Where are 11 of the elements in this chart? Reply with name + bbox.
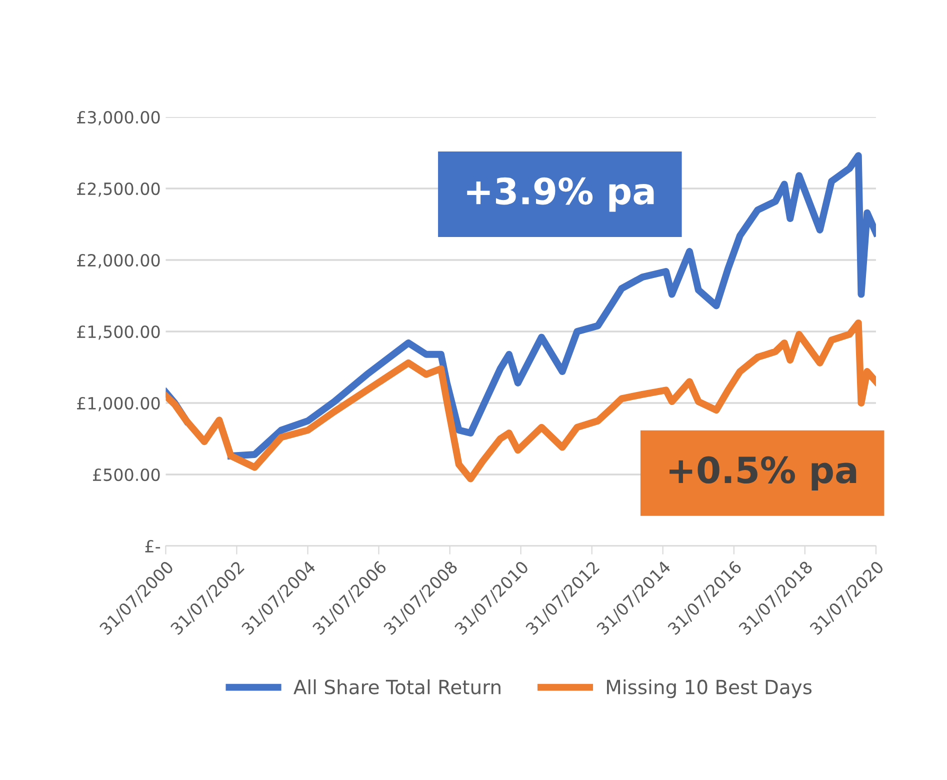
legend-label: All Share Total Return: [294, 679, 500, 694]
annotation: +3.9% pa: [467, 177, 654, 212]
y-tick-label: £1,500.00: [77, 325, 160, 340]
y-tick-label: £1,000.00: [77, 396, 160, 412]
legend-label: Missing 10 Best Days: [607, 679, 812, 698]
y-tick-label: £-: [145, 540, 160, 552]
y-tick-label: £2,000.00: [77, 254, 160, 268]
y-tick-label: £500.00: [92, 468, 160, 482]
y-tick-label: £2,500.00: [77, 182, 160, 197]
y-tick-label: £3,000.00: [77, 110, 160, 126]
annotation: +0.5% pa: [670, 456, 856, 491]
